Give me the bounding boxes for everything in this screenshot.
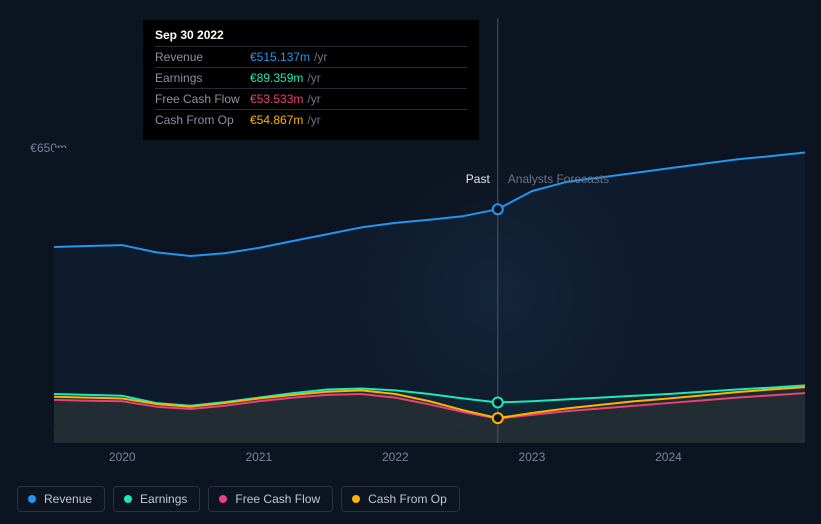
- revenue-chart: €650m €0 Past Analysts Forecasts 2020202…: [17, 130, 805, 445]
- tooltip-row-value: €54.867m: [250, 113, 303, 127]
- legend-item-revenue[interactable]: Revenue: [17, 486, 105, 512]
- tooltip-row: Revenue€515.137m/yr: [155, 46, 467, 67]
- chart-tooltip: Sep 30 2022 Revenue€515.137m/yrEarnings€…: [143, 20, 479, 140]
- tooltip-row-label: Cash From Op: [155, 113, 250, 127]
- cursor-marker-cfo: [493, 413, 503, 423]
- chart-svg: [54, 148, 805, 443]
- section-label-past: Past: [466, 172, 490, 186]
- tooltip-row-unit: /yr: [314, 50, 327, 64]
- legend-label: Earnings: [140, 492, 187, 506]
- x-axis-tick: 2020: [109, 450, 136, 464]
- tooltip-row-label: Earnings: [155, 71, 250, 85]
- cursor-marker-earnings: [493, 397, 503, 407]
- legend-dot-icon: [28, 495, 36, 503]
- legend-item-fcf[interactable]: Free Cash Flow: [208, 486, 333, 512]
- tooltip-row: Cash From Op€54.867m/yr: [155, 109, 467, 130]
- legend-dot-icon: [124, 495, 132, 503]
- cursor-marker-revenue: [493, 204, 503, 214]
- tooltip-row-value: €89.359m: [250, 71, 303, 85]
- x-axis-tick: 2023: [519, 450, 546, 464]
- legend-dot-icon: [219, 495, 227, 503]
- legend-item-cfo[interactable]: Cash From Op: [341, 486, 460, 512]
- tooltip-row-unit: /yr: [307, 92, 320, 106]
- tooltip-row: Free Cash Flow€53.533m/yr: [155, 88, 467, 109]
- tooltip-row-unit: /yr: [307, 113, 320, 127]
- legend: Revenue Earnings Free Cash Flow Cash From O…: [17, 486, 460, 512]
- x-axis-tick: 2021: [245, 450, 272, 464]
- legend-label: Free Cash Flow: [235, 492, 320, 506]
- legend-label: Revenue: [44, 492, 92, 506]
- tooltip-row-label: Revenue: [155, 50, 250, 64]
- section-label-forecast: Analysts Forecasts: [508, 172, 609, 186]
- x-axis-tick: 2024: [655, 450, 682, 464]
- tooltip-row-value: €53.533m: [250, 92, 303, 106]
- tooltip-row-value: €515.137m: [250, 50, 310, 64]
- tooltip-row-unit: /yr: [307, 71, 320, 85]
- x-axis-tick: 2022: [382, 450, 409, 464]
- tooltip-row: Earnings€89.359m/yr: [155, 67, 467, 88]
- legend-dot-icon: [352, 495, 360, 503]
- tooltip-rows: Revenue€515.137m/yrEarnings€89.359m/yrFr…: [155, 46, 467, 130]
- plot-area[interactable]: Past Analysts Forecasts: [54, 148, 805, 443]
- legend-item-earnings[interactable]: Earnings: [113, 486, 200, 512]
- tooltip-row-label: Free Cash Flow: [155, 92, 250, 106]
- tooltip-date: Sep 30 2022: [155, 28, 467, 46]
- legend-label: Cash From Op: [368, 492, 447, 506]
